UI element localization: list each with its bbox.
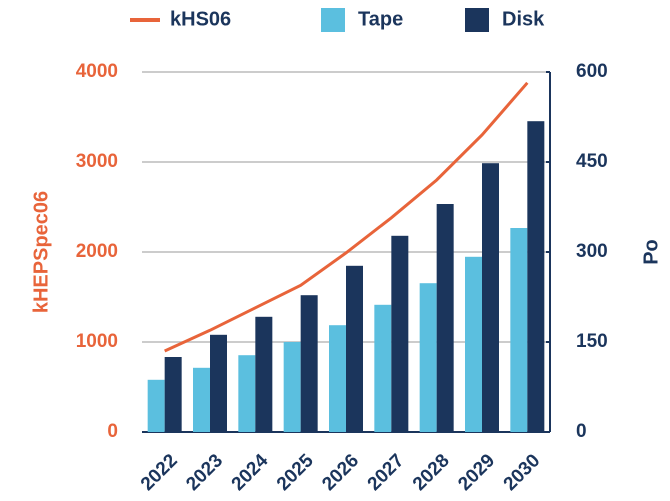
x-tick-label: 2026 — [318, 450, 363, 495]
y-tick-label: 4000 — [76, 61, 118, 82]
x-tick-label: 2027 — [364, 450, 409, 495]
bar — [329, 325, 346, 432]
bar — [527, 121, 545, 432]
legend-label: Tape — [358, 8, 403, 30]
bar — [374, 304, 392, 432]
legend-label: kHS06 — [170, 8, 231, 30]
bar — [391, 235, 409, 432]
x-tick-label: 2023 — [182, 450, 227, 495]
legend-swatch — [321, 8, 345, 32]
bar — [210, 334, 227, 432]
bar — [283, 342, 301, 432]
bar — [482, 163, 499, 432]
y2-axis-label: Po — [640, 239, 662, 265]
x-tick-label: 2025 — [273, 450, 318, 495]
x-tick-label: 2030 — [500, 450, 545, 495]
bar — [346, 265, 363, 432]
bar — [300, 295, 318, 432]
y-tick-label: 2000 — [76, 241, 118, 262]
y2-tick-label: 300 — [576, 241, 608, 262]
bar — [164, 357, 182, 432]
x-tick-label: 2022 — [137, 450, 182, 495]
line — [164, 81, 529, 353]
y-tick-label: 3000 — [76, 151, 118, 172]
y-tick-label: 1000 — [76, 331, 118, 352]
bar — [510, 228, 528, 432]
legend-swatch — [465, 8, 489, 32]
x-tick-label: 2024 — [228, 450, 273, 495]
bar — [147, 379, 165, 432]
x-tick-label: 2028 — [409, 450, 454, 495]
bar — [465, 256, 482, 432]
y2-tick-label: 0 — [576, 421, 587, 442]
y2-tick-label: 450 — [576, 151, 608, 172]
bar — [193, 367, 210, 432]
bar — [255, 316, 273, 432]
x-tick-label: 2029 — [454, 450, 499, 495]
y2-tick-label: 150 — [576, 331, 608, 352]
legend-label: Disk — [502, 8, 545, 30]
bar — [419, 283, 437, 432]
y2-tick-label: 600 — [576, 61, 608, 82]
bar — [436, 204, 454, 432]
y-axis-label: kHEPSpec06 — [30, 191, 52, 313]
bar — [238, 355, 256, 432]
y-tick-label: 0 — [107, 421, 118, 442]
